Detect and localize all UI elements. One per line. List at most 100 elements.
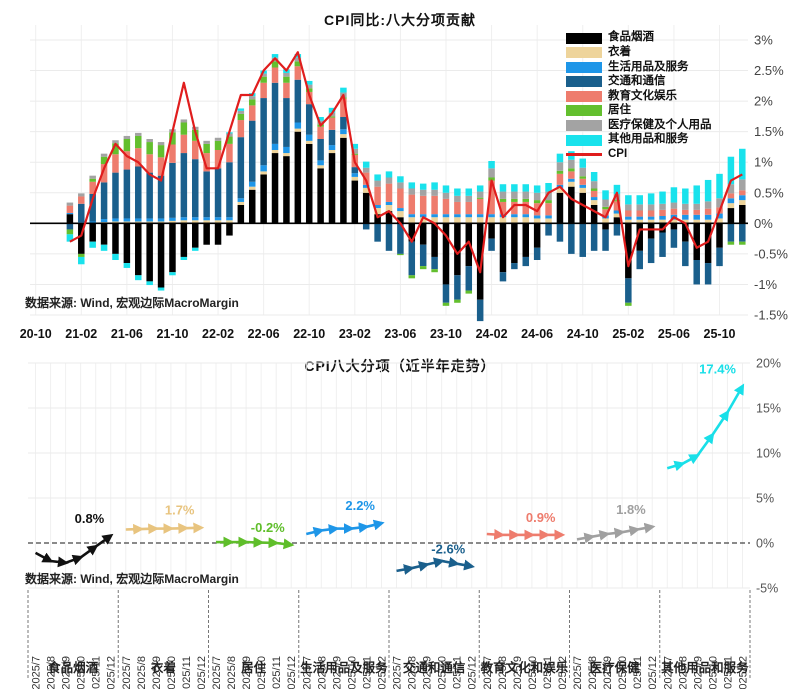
svg-text:2025/7: 2025/7: [31, 656, 43, 689]
panel-7-x-labels: 2025/7 2025/8 2025/9 2025/10 2025/11 2025/12: [662, 656, 749, 689]
svg-text:2025/11: 2025/11: [632, 656, 644, 689]
legend-color-swatch: [566, 47, 602, 59]
panel-3-category-label: 生活用品及服务: [300, 660, 388, 675]
svg-text:0%: 0%: [754, 216, 773, 231]
panel-7-line: 17.4%: [666, 361, 745, 472]
legend-color-swatch: [566, 105, 602, 117]
svg-text:2.5%: 2.5%: [754, 63, 784, 78]
panel-5-category-label: 教育文化和娱乐: [480, 660, 569, 675]
svg-text:2025/9: 2025/9: [512, 656, 524, 689]
legend-label: 居住: [608, 104, 631, 117]
legend-label: 其他用品和服务: [608, 133, 689, 146]
svg-text:2025/11: 2025/11: [91, 656, 103, 689]
legend-label: 教育文化娱乐: [608, 89, 677, 102]
svg-text:2025/11: 2025/11: [361, 656, 373, 689]
svg-text:2025/7: 2025/7: [121, 656, 133, 689]
svg-text:2025/12: 2025/12: [106, 656, 118, 689]
panel-0-x-labels: 2025/7 2025/8 2025/9 2025/10 2025/11 2025/12: [31, 656, 118, 689]
panel-1-x-labels: 2025/7 2025/8 2025/9 2025/10 2025/11 2025/12: [121, 656, 208, 689]
panel-2-value-label: -0.2%: [251, 520, 285, 535]
svg-text:-1%: -1%: [754, 277, 778, 292]
legend-item-7: 其他用品和服务: [566, 134, 712, 146]
legend-label: 交通和通信: [608, 75, 666, 88]
legend-color-swatch: [566, 134, 602, 146]
svg-text:2025/9: 2025/9: [331, 656, 343, 689]
panel-5-value-label: 0.9%: [526, 510, 556, 525]
panel-4-line: -2.6%: [396, 541, 475, 575]
svg-text:2025/8: 2025/8: [497, 656, 509, 689]
legend-label: CPI: [608, 147, 628, 160]
svg-text:2025/7: 2025/7: [301, 656, 313, 689]
svg-text:2025/12: 2025/12: [286, 656, 298, 689]
legend-label: 食品烟酒: [608, 31, 654, 44]
svg-text:2025/7: 2025/7: [392, 656, 404, 689]
panel-6-line: 1.8%: [576, 502, 656, 544]
top-chart-source-note: 数据来源: Wind, 宏观边际MacroMargin: [25, 296, 239, 310]
panel-4-x-labels: 2025/7 2025/8 2025/9 2025/10 2025/11 2025/12: [392, 656, 479, 689]
legend-label: 衣着: [608, 45, 631, 58]
panel-0-category-label: 食品烟酒: [47, 660, 99, 675]
svg-text:21-10: 21-10: [156, 327, 188, 341]
svg-text:22-02: 22-02: [202, 327, 234, 341]
svg-text:15%: 15%: [756, 402, 781, 416]
svg-text:0%: 0%: [756, 537, 774, 551]
svg-text:21-06: 21-06: [111, 327, 143, 341]
legend-color-swatch: [566, 90, 602, 102]
svg-text:20-10: 20-10: [20, 327, 52, 341]
panel-7-category-label: 其他用品和服务: [661, 660, 749, 675]
svg-text:1%: 1%: [754, 155, 773, 170]
top-y-axis-labels: 3% 2.5% 2% 1.5% 1% 0.5% 0% -0.5% -1% -1.5%: [754, 33, 788, 323]
svg-text:2025/12: 2025/12: [557, 656, 569, 689]
top-chart-legend: 食品烟酒 衣着 生活用品及服务 交通和通信 教育文化娱乐 居住 医疗保健及个人用品 其他用品和…: [566, 32, 712, 161]
legend-item-2: 生活用品及服务: [566, 61, 712, 73]
svg-text:2025/7: 2025/7: [482, 656, 494, 689]
svg-text:23-06: 23-06: [384, 327, 416, 341]
svg-text:2025/9: 2025/9: [602, 656, 614, 689]
svg-text:-0.5%: -0.5%: [754, 246, 788, 261]
svg-text:24-10: 24-10: [567, 327, 599, 341]
svg-text:2025/7: 2025/7: [572, 656, 584, 689]
svg-text:2025/12: 2025/12: [467, 656, 479, 689]
legend-color-swatch: [566, 120, 602, 132]
svg-text:1.5%: 1.5%: [754, 124, 784, 139]
panel-1-line: 1.7%: [125, 503, 205, 535]
svg-text:23-10: 23-10: [430, 327, 462, 341]
bottom-chart-title: CPI八大分项（近半年走势）: [304, 358, 496, 374]
svg-text:22-06: 22-06: [248, 327, 280, 341]
svg-text:2025/8: 2025/8: [136, 656, 148, 689]
svg-text:2025/9: 2025/9: [151, 656, 163, 689]
top-chart-title: CPI同比:八大分项贡献: [324, 12, 476, 28]
svg-text:22-10: 22-10: [293, 327, 325, 341]
svg-text:2025/10: 2025/10: [617, 656, 629, 689]
svg-text:2025/9: 2025/9: [692, 656, 704, 689]
svg-text:-5%: -5%: [756, 582, 778, 596]
panel-7-value-label: 17.4%: [699, 361, 736, 376]
legend-item-8: CPI: [566, 147, 712, 161]
svg-text:2025/9: 2025/9: [61, 656, 73, 689]
svg-text:2025/8: 2025/8: [407, 656, 419, 689]
svg-text:2025/11: 2025/11: [452, 656, 464, 689]
svg-text:25-02: 25-02: [612, 327, 644, 341]
svg-text:2025/10: 2025/10: [527, 656, 539, 689]
svg-text:10%: 10%: [756, 447, 781, 461]
svg-text:2025/8: 2025/8: [226, 656, 238, 689]
svg-text:-1.5%: -1.5%: [754, 308, 788, 323]
legend-item-5: 居住: [566, 105, 712, 117]
svg-text:2025/10: 2025/10: [437, 656, 449, 689]
legend-item-3: 交通和通信: [566, 76, 712, 88]
legend-label: 生活用品及服务: [608, 60, 689, 73]
svg-text:2025/11: 2025/11: [542, 656, 554, 689]
svg-text:2025/10: 2025/10: [707, 656, 719, 689]
panel-6-x-labels: 2025/7 2025/8 2025/9 2025/10 2025/11 2025/12: [572, 656, 659, 689]
svg-text:2025/12: 2025/12: [737, 656, 749, 689]
svg-text:2025/10: 2025/10: [166, 656, 178, 689]
svg-text:0.5%: 0.5%: [754, 185, 784, 200]
svg-text:24-06: 24-06: [521, 327, 553, 341]
panel-4-category-label: 交通和通信: [403, 660, 466, 675]
panel-2-line: -0.2%: [216, 520, 295, 550]
cpi-categories-small-multiples-chart: 20%15%10%5%0%-5%0.8%2025/7 2025/8 2025/9 20…: [27, 357, 781, 689]
svg-text:2025/10: 2025/10: [346, 656, 358, 689]
svg-text:2025/11: 2025/11: [181, 656, 193, 689]
panel-6-category-label: 医疗保健: [590, 660, 641, 675]
svg-text:2025/11: 2025/11: [271, 656, 283, 689]
